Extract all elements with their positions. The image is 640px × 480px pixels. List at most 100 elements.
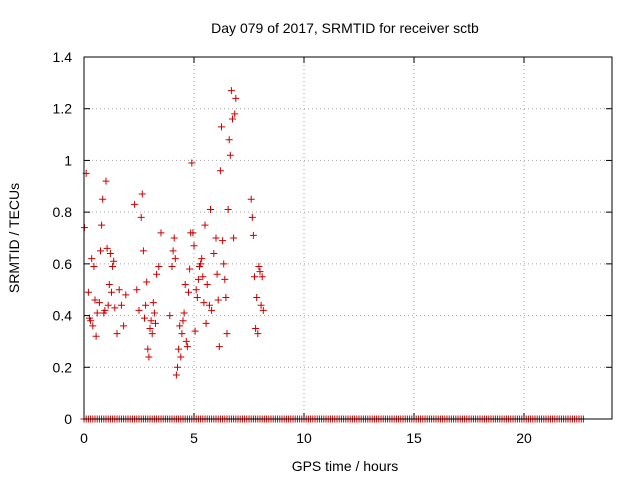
x-tick-label: 15 bbox=[406, 430, 422, 446]
x-tick-label: 20 bbox=[516, 430, 532, 446]
data-point bbox=[170, 234, 178, 242]
data-point bbox=[230, 234, 238, 242]
data-point bbox=[120, 322, 128, 330]
data-point bbox=[168, 262, 176, 270]
data-point bbox=[183, 343, 191, 351]
data-point bbox=[177, 353, 185, 361]
data-point bbox=[214, 296, 222, 304]
data-point bbox=[111, 304, 119, 312]
data-point bbox=[198, 255, 206, 263]
data-point bbox=[188, 159, 196, 167]
y-tick-label: 1 bbox=[64, 152, 72, 168]
data-point bbox=[223, 330, 231, 338]
y-tick-label: 0.6 bbox=[53, 256, 73, 272]
data-point bbox=[175, 345, 183, 353]
data-point bbox=[251, 273, 258, 281]
x-tick-label: 0 bbox=[80, 430, 88, 446]
data-point bbox=[108, 288, 115, 296]
y-tick-label: 0 bbox=[64, 411, 72, 427]
data-point bbox=[190, 242, 198, 250]
data-point bbox=[104, 301, 112, 309]
data-point bbox=[137, 213, 145, 221]
y-tick-label: 0.4 bbox=[53, 308, 73, 324]
data-point bbox=[197, 260, 205, 268]
data-point bbox=[253, 293, 261, 301]
chart-title: Day 079 of 2017, SRMTID for receiver sct… bbox=[211, 20, 479, 36]
data-point bbox=[95, 299, 103, 307]
data-point bbox=[220, 260, 228, 268]
data-point bbox=[212, 234, 220, 242]
data-point bbox=[248, 213, 256, 221]
data-point bbox=[155, 262, 163, 270]
data-point bbox=[148, 330, 156, 338]
data-point bbox=[157, 229, 165, 237]
data-point bbox=[191, 327, 199, 335]
y-tick-label: 1.4 bbox=[53, 49, 73, 65]
data-point bbox=[208, 306, 216, 314]
data-point bbox=[205, 301, 213, 309]
data-point bbox=[225, 136, 233, 144]
data-point bbox=[153, 270, 161, 278]
data-point bbox=[84, 288, 92, 296]
data-point bbox=[174, 363, 181, 371]
data-point bbox=[218, 123, 225, 131]
data-point bbox=[144, 345, 152, 353]
data-point bbox=[257, 301, 265, 309]
data-point bbox=[106, 250, 114, 258]
data-point bbox=[181, 281, 189, 289]
data-point bbox=[131, 200, 139, 208]
data-point bbox=[105, 281, 113, 289]
data-point bbox=[115, 286, 123, 294]
data-point bbox=[139, 247, 147, 255]
data-point bbox=[93, 309, 101, 317]
data-point bbox=[216, 167, 224, 175]
data-point bbox=[179, 317, 187, 325]
data-point bbox=[221, 275, 229, 283]
data-point bbox=[103, 244, 111, 252]
data-point bbox=[231, 110, 239, 118]
x-axis-label: GPS time / hours bbox=[292, 458, 399, 474]
data-point bbox=[117, 301, 125, 309]
data-point bbox=[256, 268, 264, 276]
data-point bbox=[172, 371, 180, 379]
plot-area-border bbox=[83, 56, 613, 420]
data-point bbox=[178, 330, 186, 338]
data-point bbox=[141, 314, 148, 322]
data-point bbox=[202, 319, 210, 327]
data-point bbox=[89, 322, 97, 330]
y-axis-label: SRMTID / TECUs bbox=[6, 183, 22, 293]
data-point bbox=[224, 206, 232, 214]
data-point bbox=[199, 273, 207, 281]
data-point bbox=[215, 343, 223, 351]
data-point bbox=[166, 312, 174, 320]
data-point bbox=[247, 195, 255, 203]
data-point bbox=[147, 317, 155, 325]
data-point bbox=[192, 286, 200, 294]
x-tick-label: 10 bbox=[296, 430, 312, 446]
data-point bbox=[113, 330, 121, 338]
data-point bbox=[185, 288, 192, 296]
data-point bbox=[133, 286, 141, 294]
data-point bbox=[176, 322, 184, 330]
data-point bbox=[189, 229, 197, 237]
data-point bbox=[88, 255, 96, 263]
data-point bbox=[222, 293, 230, 301]
data-point bbox=[145, 353, 153, 361]
x-tick-label: 5 bbox=[190, 430, 198, 446]
data-point bbox=[200, 299, 208, 307]
data-point bbox=[92, 332, 100, 340]
y-tick-label: 0.2 bbox=[53, 359, 73, 375]
data-point bbox=[194, 275, 202, 283]
data-point bbox=[259, 306, 267, 314]
data-point bbox=[201, 221, 209, 229]
data-point bbox=[152, 319, 159, 327]
data-point bbox=[252, 325, 260, 332]
data-point bbox=[150, 309, 158, 317]
y-tick-label: 0.8 bbox=[53, 204, 73, 220]
data-point bbox=[99, 195, 107, 203]
data-point bbox=[258, 273, 266, 281]
data-point bbox=[193, 293, 201, 301]
data-point bbox=[102, 177, 110, 185]
